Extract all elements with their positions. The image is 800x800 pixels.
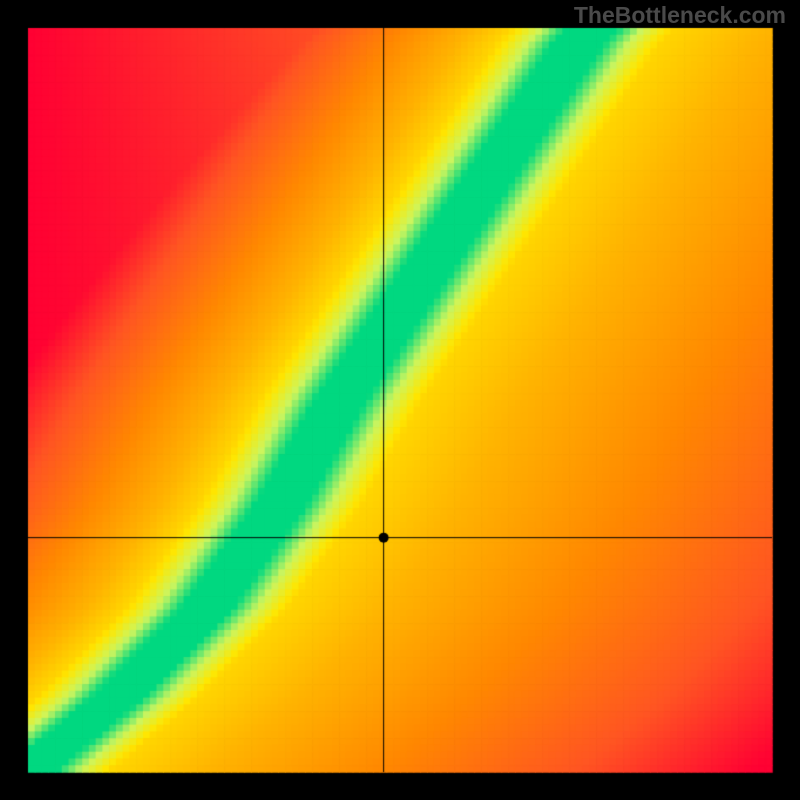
bottleneck-heatmap — [0, 0, 800, 800]
chart-container: TheBottleneck.com — [0, 0, 800, 800]
watermark-text: TheBottleneck.com — [574, 2, 786, 29]
